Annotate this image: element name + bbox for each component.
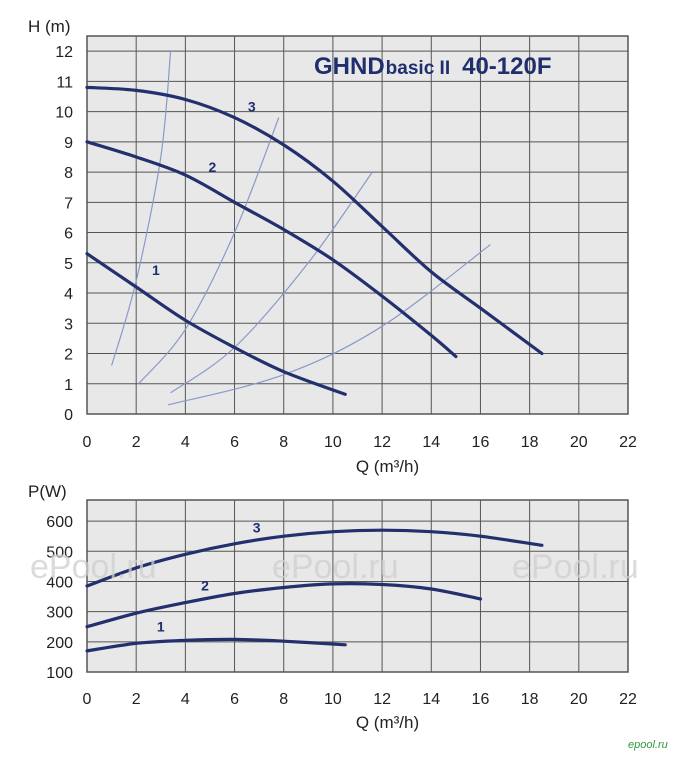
series-line-1 (85, 252, 347, 396)
watermark: ePool.ru (30, 548, 157, 586)
y-tick-label: 400 (46, 574, 73, 591)
x-tick-label: 20 (570, 434, 588, 451)
x-tick-label: 22 (619, 434, 637, 451)
x-tick-label: 12 (373, 434, 391, 451)
y-tick-label: 300 (46, 605, 73, 622)
y-tick-label: 7 (64, 195, 73, 212)
series-label-1: 1 (152, 262, 160, 278)
series-line-3 (85, 85, 544, 356)
x-axis-label: Q (m³/h) (356, 457, 419, 476)
x-tick-label: 0 (83, 691, 92, 708)
y-tick-label: 6 (64, 226, 73, 243)
series-label-2: 2 (201, 578, 209, 594)
x-tick-label: 16 (472, 434, 490, 451)
series-label-3: 3 (253, 520, 261, 536)
x-tick-label: 4 (181, 434, 190, 451)
series-line-1 (85, 637, 347, 653)
series-label-3: 3 (248, 99, 256, 115)
site-logo-text: epool.ru (628, 739, 668, 751)
y-tick-label: 500 (46, 544, 73, 561)
y-tick-label: 4 (64, 286, 73, 303)
x-tick-label: 4 (181, 691, 190, 708)
x-tick-label: 22 (619, 691, 637, 708)
system-curve (170, 171, 373, 394)
y-tick-label: 1 (64, 377, 73, 394)
y-tick-label: 11 (56, 74, 73, 91)
y-axis-label: P(W) (28, 482, 67, 501)
x-tick-label: 2 (132, 434, 141, 451)
series-label-1: 1 (157, 618, 165, 634)
x-tick-label: 0 (83, 434, 92, 451)
x-tick-label: 14 (422, 691, 440, 708)
x-tick-label: 18 (521, 434, 539, 451)
y-tick-label: 8 (64, 165, 73, 182)
x-tick-label: 2 (132, 691, 141, 708)
system-curve (138, 117, 280, 385)
x-tick-label: 10 (324, 691, 342, 708)
chart-title: GHNDbasic II 40-120F (314, 53, 551, 80)
y-tick-label: 9 (64, 135, 73, 152)
y-tick-label: 12 (55, 44, 73, 61)
x-tick-label: 10 (324, 434, 342, 451)
y-tick-label: 5 (64, 256, 73, 273)
y-tick-label: 100 (46, 665, 73, 682)
watermark: ePool.ru (272, 548, 399, 586)
system-curve (167, 244, 491, 406)
y-tick-label: 600 (46, 514, 73, 531)
series-label-2: 2 (209, 159, 217, 175)
x-tick-label: 6 (230, 691, 239, 708)
y-axis-label: H (m) (28, 17, 70, 36)
y-tick-label: 2 (64, 347, 73, 364)
y-tick-label: 200 (46, 635, 73, 652)
series-line-3 (85, 528, 544, 588)
watermark: ePool.ru (512, 548, 639, 586)
x-tick-label: 8 (279, 434, 288, 451)
x-tick-label: 20 (570, 691, 588, 708)
x-tick-label: 16 (472, 691, 490, 708)
x-tick-label: 8 (279, 691, 288, 708)
x-tick-label: 14 (422, 434, 440, 451)
series-line-2 (85, 582, 483, 629)
plot-area (86, 35, 629, 415)
series-line-2 (85, 140, 458, 359)
x-axis-label: Q (m³/h) (356, 713, 419, 732)
plot-area (86, 499, 629, 673)
x-tick-label: 12 (373, 691, 391, 708)
x-tick-label: 6 (230, 434, 239, 451)
y-tick-label: 3 (64, 316, 73, 333)
y-tick-label: 0 (64, 407, 73, 424)
x-tick-label: 18 (521, 691, 539, 708)
y-tick-label: 10 (55, 105, 73, 122)
